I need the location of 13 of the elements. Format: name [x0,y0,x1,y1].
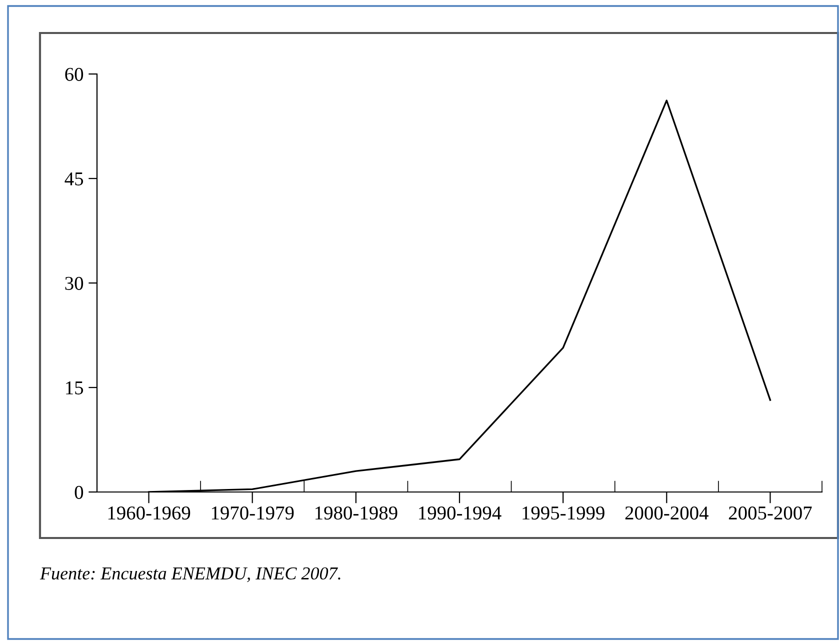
x-tick-label: 2005-2007 [728,506,812,520]
y-tick-label: 15 [66,381,84,394]
x-tick-label: 1995-1999 [522,506,604,520]
x-tick-label: 1980-1989 [316,506,398,520]
x-tick-label: 1960-1969 [108,506,190,520]
y-tick-label: 60 [65,68,84,81]
source-note: Fuente: Encuesta ENEMDU, INEC 2007. [40,567,340,582]
x-tick-label: 1970-1979 [212,506,294,520]
y-tick-label: 30 [65,276,84,290]
y-tick-label: 45 [64,172,84,186]
y-tick-label: 0 [74,486,84,499]
x-tick-label: 1990-1994 [419,506,502,520]
x-tick-label: 2000-2004 [625,506,708,520]
